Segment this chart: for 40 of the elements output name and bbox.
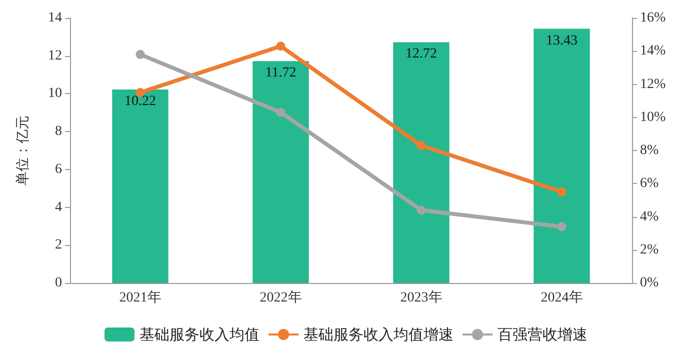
y2-tick-label: 12% [640,76,666,92]
x-tick-label: 2021年 [119,290,162,306]
y2-tick-label: 14% [640,44,666,59]
y-tick-label: 14 [48,10,62,26]
y-tick-label: 12 [48,48,62,64]
y-tick-label: 4 [55,200,62,215]
data-label: 10.22 [124,94,156,110]
y2-tick-label: 10% [640,110,666,125]
y2-tick-label: 2% [640,242,659,258]
point [136,50,145,59]
bar [393,42,450,283]
y2-tick-label: 6% [640,176,659,192]
point [557,187,566,196]
data-label: 11.72 [265,66,296,81]
legend-label: 基础服务收入均值 [140,326,260,344]
bar [112,90,168,283]
point [557,222,566,232]
y-tick-label: 0 [55,276,62,290]
bar [534,28,590,283]
data-label: 13.43 [546,33,578,48]
point [416,141,426,150]
y2-tick-label: 0% [640,276,659,290]
y-tick-label: 6 [55,162,62,177]
y2-tick-label: 4% [640,209,659,224]
y2-tick-label: 8% [640,143,659,158]
bar [252,61,309,283]
point [416,206,426,215]
y2-tick-label: 16% [640,10,666,26]
x-tick-label: 2024年 [540,290,583,306]
y-tick-label: 10 [48,86,62,102]
x-tick-label: 2023年 [400,290,442,306]
point [276,42,286,51]
x-tick-label: 2022年 [260,290,302,306]
y-tick-label: 2 [55,238,62,253]
y-axis-title: 单位：亿元 [15,116,31,186]
legend-label: 基础服务收入均值增速 [304,326,454,344]
data-label: 12.72 [406,46,437,62]
point [276,108,286,117]
y-tick-label: 8 [55,124,62,140]
legend-label: 百强营收增速 [498,326,588,344]
